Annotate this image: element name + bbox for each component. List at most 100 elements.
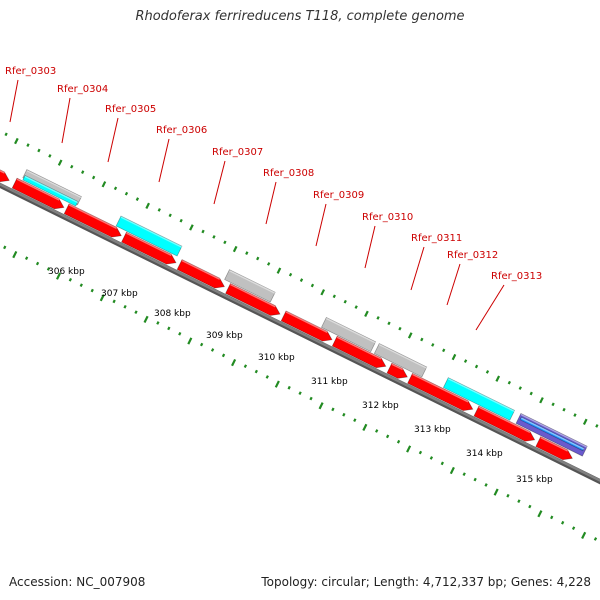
outer-tick: [48, 154, 52, 158]
outer-tick: [267, 262, 271, 266]
blue-stripe: [519, 416, 585, 452]
cds-arrow-shine: [68, 204, 117, 229]
scale-label: 307 kbp: [101, 289, 138, 299]
outer-tick: [573, 413, 577, 417]
cds-arrow: [407, 372, 474, 412]
gene-label: Rfer_0310: [362, 212, 413, 223]
outer-tick: [168, 213, 172, 218]
outer-tick: [124, 191, 129, 196]
inner-tick: [440, 461, 444, 466]
gene-label-leader: [213, 160, 226, 205]
inner-tick: [561, 520, 565, 525]
cds-arrow-shine: [126, 232, 172, 256]
inner-tick: [167, 326, 171, 331]
inner-tick: [528, 504, 532, 509]
cyan-feature-shine: [447, 377, 515, 413]
inner-tick: [309, 396, 313, 401]
map-title: Rhodoferax ferrireducens T118, complete …: [135, 9, 465, 24]
gene-label-leader: [265, 181, 277, 225]
cds-arrow-shine: [336, 336, 382, 360]
inner-tick: [123, 304, 127, 309]
inner-tick: [298, 391, 302, 395]
cds-arrow-shine: [230, 283, 276, 308]
outer-tick: [91, 175, 96, 180]
outer-tick: [37, 148, 41, 153]
inner-tick: [199, 342, 204, 347]
inner-tick: [134, 310, 138, 315]
cds-arrow: [11, 177, 65, 210]
cds-arrow-shine: [285, 311, 328, 333]
inner-tick: [3, 245, 7, 250]
outer-tick: [26, 143, 30, 147]
inner-tick: [156, 321, 160, 325]
cds-arrow-shine: [16, 178, 60, 201]
gene-label: Rfer_0307: [212, 147, 263, 158]
blue-stripe-shine: [521, 417, 585, 450]
inner-tick-track: [3, 245, 598, 541]
outer-tick: [57, 159, 63, 166]
outer-tick: [101, 181, 107, 188]
outer-tick: [495, 375, 501, 382]
cds-arrow: [225, 283, 281, 316]
inner-tick: [362, 423, 368, 431]
outer-tick: [442, 348, 446, 353]
gene-label-leader: [107, 117, 119, 163]
cds-arrow: [280, 310, 333, 342]
outer-tick: [582, 418, 588, 426]
cds-arrow: [473, 405, 536, 442]
outer-tick: [189, 224, 194, 231]
outer-tick: [310, 283, 315, 288]
inner-tick: [537, 510, 543, 518]
inner-tick: [581, 531, 587, 539]
scale-label: 313 kbp: [414, 425, 451, 435]
outer-tick: [4, 132, 8, 137]
scale-label: 312 kbp: [362, 401, 399, 411]
inner-tick: [462, 472, 466, 476]
accession-text: Accession: NC_007908: [9, 575, 146, 589]
scale-label: 310 kbp: [258, 353, 295, 363]
inner-tick: [318, 402, 324, 410]
outer-tick: [276, 267, 282, 274]
gene-label-leader: [315, 203, 327, 247]
outer-tick-track: [4, 132, 599, 428]
outer-tick: [485, 370, 490, 374]
outer-tick: [431, 343, 435, 347]
cyan-feature: [115, 215, 183, 257]
outer-tick: [223, 240, 227, 245]
gene-label: Rfer_0309: [313, 190, 364, 201]
gene-label: Rfer_0311: [411, 233, 462, 244]
gene-label: Rfer_0305: [105, 104, 156, 115]
cds-arrow: [535, 436, 573, 461]
outer-tick: [201, 229, 205, 234]
cyan-feature: [22, 174, 79, 207]
inner-tick: [385, 434, 390, 439]
inner-tick: [593, 537, 598, 541]
inner-tick: [112, 299, 116, 304]
outer-tick: [518, 386, 522, 390]
backbone-highlight: [0, 182, 600, 482]
inner-tick: [484, 483, 488, 487]
scale-label: 314 kbp: [466, 449, 503, 459]
inner-tick: [571, 526, 576, 530]
outer-tick: [398, 326, 402, 331]
inner-tick: [517, 499, 521, 503]
outer-tick: [595, 424, 599, 428]
gray-feature-shine: [378, 343, 428, 369]
scale-label: 306 kbp: [48, 267, 85, 277]
purple-feature-shine: [520, 413, 588, 448]
inner-tick: [375, 429, 379, 433]
outer-tick: [354, 305, 358, 309]
outer-tick: [407, 332, 413, 339]
outer-tick: [451, 353, 457, 361]
gray-feature-shine: [229, 269, 276, 294]
gray-feature: [320, 316, 377, 353]
inner-tick: [90, 288, 94, 293]
cyan-feature-shine: [24, 175, 79, 204]
cds-arrow: [0, 169, 10, 183]
inner-tick: [231, 358, 237, 367]
gene-label: Rfer_0308: [263, 168, 314, 179]
outer-tick: [299, 278, 304, 282]
gene-label-leader: [61, 97, 71, 144]
gray-feature-shine: [325, 317, 376, 344]
